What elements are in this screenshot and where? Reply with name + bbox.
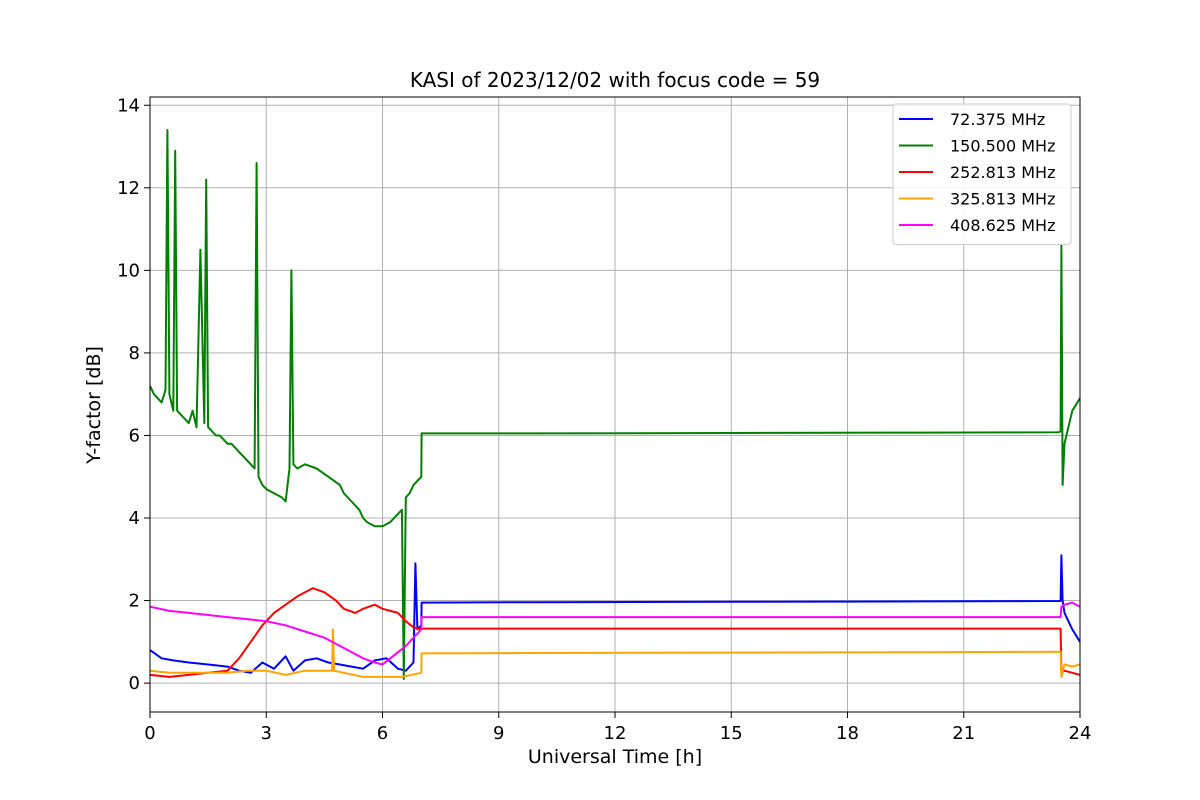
legend-label: 408.625 MHz bbox=[950, 216, 1055, 235]
x-tick-label: 3 bbox=[261, 723, 272, 744]
y-tick-label: 0 bbox=[129, 673, 140, 694]
plot-lines bbox=[149, 129, 1081, 680]
y-tick-label: 4 bbox=[129, 508, 140, 529]
legend-label: 72.375 MHz bbox=[950, 110, 1045, 129]
legend-label: 252.813 MHz bbox=[950, 163, 1055, 182]
x-tick-label: 6 bbox=[377, 723, 388, 744]
y-tick-label: 2 bbox=[129, 591, 140, 612]
x-tick-label: 21 bbox=[952, 723, 975, 744]
x-axis-label: Universal Time [h] bbox=[528, 746, 702, 768]
x-tick-label: 0 bbox=[144, 723, 155, 744]
series-line-4 bbox=[149, 628, 1081, 678]
x-tick-label: 18 bbox=[836, 723, 859, 744]
y-tick-label: 12 bbox=[117, 178, 140, 199]
x-tick-label: 12 bbox=[604, 723, 627, 744]
legend-label: 150.500 MHz bbox=[950, 137, 1055, 156]
x-tick-label: 15 bbox=[720, 723, 743, 744]
y-axis-label: Y-factor [dB] bbox=[83, 346, 105, 465]
series-line-3 bbox=[149, 587, 1081, 678]
legend: 72.375 MHz 150.500 MHz 252.813 MHz 325.813 … bbox=[892, 103, 1072, 245]
x-tick-label: 9 bbox=[493, 723, 504, 744]
y-tick-label: 8 bbox=[129, 343, 140, 364]
y-tick-label: 6 bbox=[129, 425, 140, 446]
series-line-2 bbox=[149, 129, 1081, 680]
legend-box bbox=[892, 103, 1072, 245]
x-tick-label: 24 bbox=[1069, 723, 1092, 744]
y-tick-label: 10 bbox=[117, 260, 140, 281]
chart-title: KASI of 2023/12/02 with focus code = 59 bbox=[410, 68, 820, 92]
series-line-5 bbox=[149, 601, 1081, 666]
legend-label: 325.813 MHz bbox=[950, 190, 1055, 209]
y-tick-label: 14 bbox=[117, 95, 140, 116]
